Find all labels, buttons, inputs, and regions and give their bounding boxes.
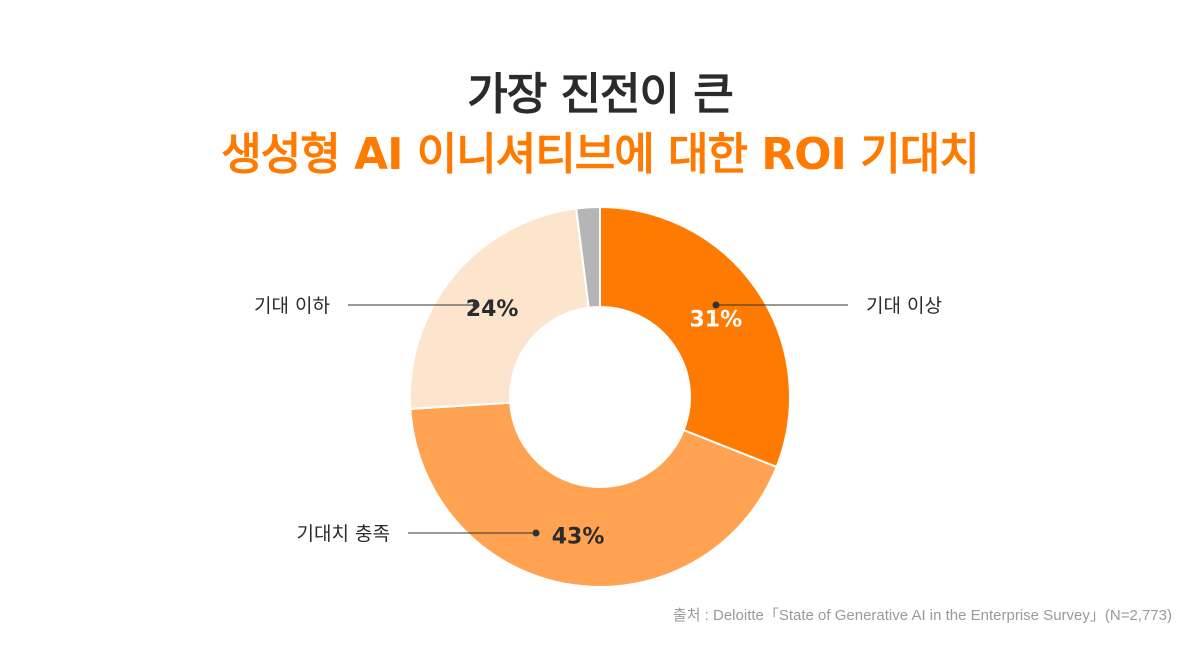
source-note: 출처 : Deloitte「State of Generative AI in … bbox=[672, 607, 1172, 624]
donut-slice bbox=[409, 207, 590, 410]
category-label: 기대 이하 bbox=[254, 295, 330, 317]
callout-dot bbox=[532, 529, 540, 537]
slice-value-label: 24% bbox=[466, 297, 519, 322]
donut-slice bbox=[599, 205, 791, 469]
slice-value-label: 31% bbox=[689, 307, 742, 332]
donut-slice bbox=[575, 205, 601, 309]
callout-dot bbox=[712, 301, 720, 309]
category-label: 기대 이상 bbox=[866, 295, 942, 317]
chart-title-line2: 생성형 AI 이니셔티브에 대한 ROI 기대치 bbox=[221, 129, 979, 180]
donut-slice bbox=[409, 401, 778, 588]
slice-value-label: 43% bbox=[552, 524, 605, 549]
callout-dot bbox=[472, 301, 480, 309]
chart-title-line1: 가장 진전이 큰 bbox=[467, 69, 734, 120]
category-label: 기대치 충족 bbox=[297, 523, 390, 545]
